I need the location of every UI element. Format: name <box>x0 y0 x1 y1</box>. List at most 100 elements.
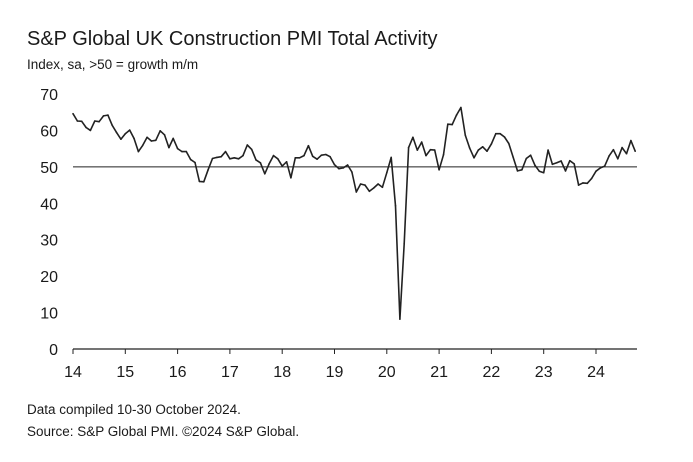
data-point <box>294 157 297 159</box>
data-point <box>176 147 179 150</box>
footnote-source: Source: S&P Global PMI. ©2024 S&P Global… <box>27 424 300 439</box>
data-point <box>573 163 575 165</box>
data-point <box>159 130 161 132</box>
x-tick-label: 17 <box>221 364 239 381</box>
data-point <box>351 171 353 173</box>
data-point <box>207 169 209 171</box>
x-tick-label: 16 <box>169 364 187 381</box>
data-point <box>416 149 419 151</box>
x-tick-label: 14 <box>64 364 82 381</box>
data-point <box>547 149 549 151</box>
y-tick-label: 30 <box>40 233 58 250</box>
data-point <box>433 149 436 151</box>
data-point <box>625 152 628 155</box>
data-point <box>603 165 606 167</box>
data-point <box>390 156 393 159</box>
data-point <box>355 191 358 193</box>
data-point <box>141 144 144 147</box>
data-point <box>198 180 201 183</box>
data-point <box>359 183 362 185</box>
data-point <box>508 142 510 145</box>
data-point <box>582 182 584 184</box>
data-point <box>399 318 401 320</box>
data-point <box>242 154 244 157</box>
data-point <box>425 154 427 157</box>
x-tick-label: 24 <box>587 364 605 381</box>
data-point <box>346 164 349 166</box>
data-point <box>473 157 475 159</box>
data-point <box>80 120 83 123</box>
data-point <box>564 170 567 172</box>
pmi-line-chart: 0 10 20 30 40 50 60 70 14 15 16 17 18 19 20 21 22 23 24 <box>40 87 637 381</box>
data-point <box>538 170 541 172</box>
x-tick-label: 19 <box>326 364 344 381</box>
data-point <box>233 157 236 159</box>
series-line <box>72 106 636 320</box>
data-point <box>512 156 514 159</box>
data-point <box>525 157 528 160</box>
data-point <box>442 154 445 156</box>
data-point <box>617 158 619 160</box>
data-point <box>76 120 79 122</box>
y-tick-label: 10 <box>40 306 58 323</box>
data-point <box>85 126 87 129</box>
data-point <box>586 182 589 185</box>
footnote-data-compiled: Data compiled 10-30 October 2024. <box>27 402 241 417</box>
data-point <box>133 137 135 140</box>
data-point <box>521 169 523 171</box>
data-point <box>194 161 196 164</box>
data-point <box>172 137 174 140</box>
data-point <box>516 170 519 172</box>
data-point <box>94 120 96 122</box>
data-point <box>377 183 379 185</box>
data-point <box>386 171 388 174</box>
data-point <box>551 163 554 166</box>
x-tick-label: 18 <box>273 364 291 381</box>
data-point <box>189 158 192 161</box>
data-point <box>333 163 336 166</box>
chart-title: S&P Global UK Construction PMI Total Act… <box>27 28 438 50</box>
data-point <box>451 123 454 126</box>
data-point <box>329 155 331 158</box>
y-tick-label: 0 <box>49 342 58 359</box>
data-point <box>281 165 284 167</box>
data-point <box>599 167 602 169</box>
data-point <box>216 156 218 159</box>
data-point <box>98 120 100 123</box>
data-point <box>250 148 253 151</box>
data-point <box>264 173 266 175</box>
data-point <box>277 158 279 160</box>
data-point <box>608 155 610 157</box>
data-point <box>168 146 170 149</box>
data-point <box>534 164 536 167</box>
x-tick-label: 21 <box>430 364 448 381</box>
data-point <box>420 141 423 143</box>
data-point <box>320 154 323 156</box>
data-point <box>464 134 467 136</box>
data-point <box>128 129 131 131</box>
data-point <box>298 157 301 159</box>
data-point <box>246 144 249 146</box>
data-point <box>89 129 92 132</box>
chart-subtitle: Index, sa, >50 = growth m/m <box>27 57 199 72</box>
data-point <box>338 167 340 170</box>
data-point <box>203 181 205 183</box>
data-point <box>503 136 506 138</box>
data-point <box>285 161 288 163</box>
data-point <box>429 148 432 151</box>
data-point <box>560 160 562 162</box>
y-axis-ticks: 0 10 20 30 40 50 60 70 <box>40 87 58 359</box>
data-point <box>368 190 371 193</box>
data-point <box>224 150 227 153</box>
data-point <box>569 159 571 162</box>
data-point <box>495 132 497 135</box>
data-point <box>481 146 484 148</box>
data-point <box>150 140 153 142</box>
data-point <box>115 131 118 134</box>
data-point <box>211 157 214 160</box>
data-point <box>155 139 157 142</box>
data-point <box>272 154 275 157</box>
data-point <box>634 150 636 152</box>
data-point <box>303 154 305 157</box>
data-point <box>529 154 532 156</box>
